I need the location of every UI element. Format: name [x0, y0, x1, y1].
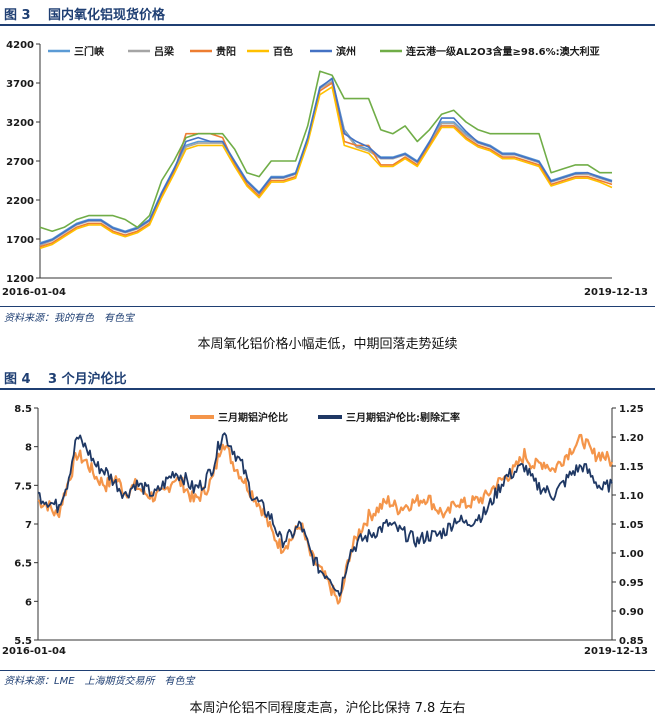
- y-tick-label-right: 1.10: [619, 491, 644, 502]
- series-line-1: [37, 432, 613, 597]
- figure3-title: 国内氧化铝现货价格: [48, 8, 166, 23]
- series-line-4: [39, 77, 613, 245]
- y-tick-label-left: 5.5: [14, 636, 32, 647]
- y-tick-label-left: 8.5: [14, 404, 32, 415]
- figure3-source: 资料来源：我的有色 有色宝: [4, 313, 134, 324]
- figure4-source: 资料来源：LME 上海期货交易所 有色宝: [4, 676, 195, 687]
- legend-label-1: 吕梁: [154, 45, 175, 58]
- y-tick-label-right: 0.95: [619, 578, 644, 589]
- x-tick-label-end: 2019-12-13: [584, 646, 648, 657]
- y-tick-label-left: 6.5: [14, 559, 32, 570]
- legend-label-3: 百色: [273, 45, 293, 58]
- y-tick-label: 3200: [6, 118, 34, 129]
- legend-label-2: 贵阳: [216, 45, 236, 58]
- figure3-source-divider: [0, 306, 655, 307]
- y-tick-label-left: 7: [25, 520, 32, 531]
- y-tick-label-right: 0.85: [619, 636, 644, 647]
- y-tick-label-right: 0.90: [619, 607, 644, 618]
- series-line-2: [39, 82, 613, 248]
- figure3-label: 图 3: [4, 8, 31, 23]
- x-tick-label-start: 2016-01-04: [2, 287, 66, 298]
- figure4-source-divider: [0, 670, 655, 671]
- legend-label-1: 三月期铝沪伦比:剔除汇率: [346, 411, 460, 424]
- figure3-caption: 本周氧化铝价格小幅走低，中期回落走势延续: [197, 337, 458, 352]
- legend-label-4: 滨州: [336, 45, 356, 58]
- y-tick-label: 1200: [6, 274, 34, 285]
- y-tick-label-right: 1.05: [619, 520, 644, 531]
- x-tick-label-end: 2019-12-13: [584, 287, 648, 298]
- y-tick-label-right: 1.20: [619, 433, 644, 444]
- x-tick-label-start: 2016-01-04: [2, 646, 66, 657]
- y-tick-label: 2700: [6, 157, 34, 168]
- figure4-header: 图 4 3 个月沪伦比: [0, 366, 655, 390]
- series-line-5: [39, 70, 612, 232]
- figure4-label: 图 4: [4, 372, 31, 387]
- y-tick-label: 2200: [6, 196, 34, 207]
- y-tick-label-left: 7.5: [14, 481, 32, 492]
- alumina-price-chart: 1200 1700 2200 2700 3200 3700 4200 2016-01-04 20…: [2, 40, 648, 298]
- y-tick-label: 4200: [6, 40, 34, 51]
- y-tick-label: 3700: [6, 79, 34, 90]
- y-tick-label-left: 8: [25, 443, 32, 454]
- figure4-caption: 本周沪伦铝不同程度走高，沪伦比保持 7.8 左右: [189, 701, 466, 716]
- y-tick-label-right: 1.00: [619, 549, 644, 560]
- y-tick-label-right: 1.15: [619, 462, 644, 473]
- y-tick-label: 1700: [6, 235, 34, 246]
- figure4-title: 3 个月沪伦比: [48, 372, 127, 387]
- y-tick-label-left: 6: [25, 597, 32, 608]
- figure3-header: 图 3 国内氧化铝现货价格: [0, 2, 655, 26]
- legend-label-0: 三月期铝沪伦比: [218, 411, 288, 424]
- series-line-3: [39, 86, 613, 250]
- y-tick-label-right: 1.25: [619, 404, 644, 415]
- legend-label-5: 连云港一级AL2O3含量≥98.6%:澳大利亚: [406, 45, 600, 58]
- legend-label-0: 三门峡: [74, 45, 104, 58]
- shfe-lme-ratio-chart: 5.5 6 6.5 7 7.5 8 8.5 0.85 0.90 0.95 1.00 1.05 1.10 1…: [2, 404, 648, 657]
